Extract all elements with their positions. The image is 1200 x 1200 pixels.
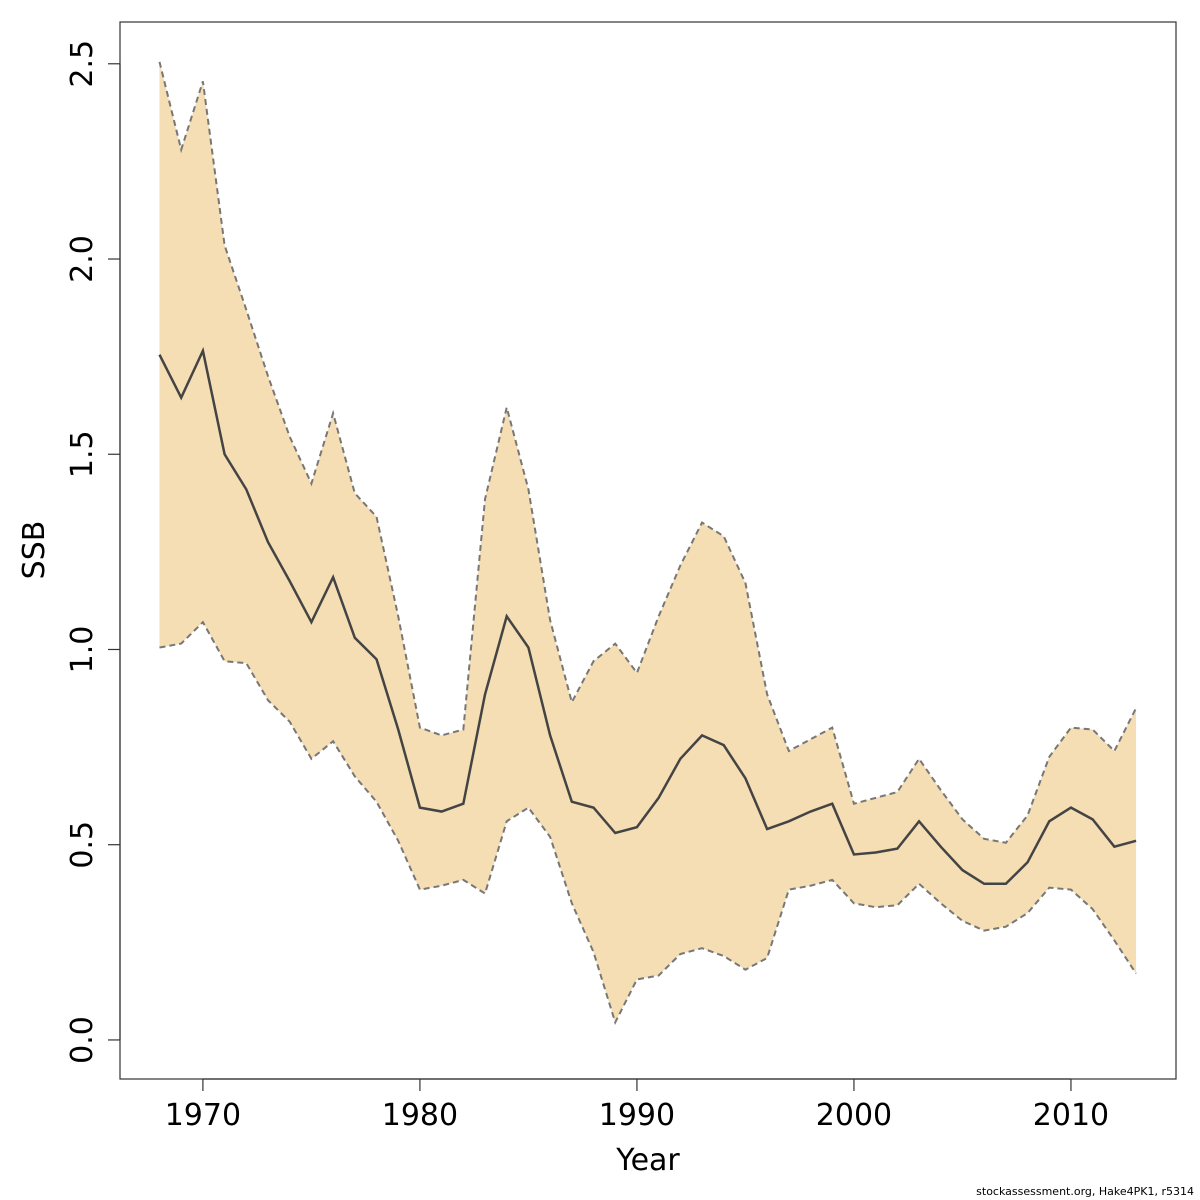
x-tick-label: 1980	[382, 1098, 458, 1133]
y-tick-label: 0.5	[65, 821, 100, 869]
confidence-band	[159, 61, 1137, 1023]
x-axis-label: Year	[615, 1143, 680, 1178]
y-tick-label: 2.5	[65, 40, 100, 88]
y-tick-label: 1.5	[65, 430, 100, 478]
y-tick-label: 2.0	[65, 235, 100, 283]
y-axis-label: SSB	[17, 521, 52, 580]
x-tick-label: 2000	[816, 1098, 892, 1133]
x-tick-label: 2010	[1033, 1098, 1109, 1133]
ssb-line	[158, 346, 1137, 886]
caption: stockassessment.org, Hake4PK1, r5314	[976, 1185, 1194, 1198]
x-tick-label: 1990	[599, 1098, 675, 1133]
x-tick-label: 1970	[165, 1098, 241, 1133]
y-tick-label: 0.0	[65, 1016, 100, 1064]
y-tick-label: 1.0	[65, 626, 100, 674]
